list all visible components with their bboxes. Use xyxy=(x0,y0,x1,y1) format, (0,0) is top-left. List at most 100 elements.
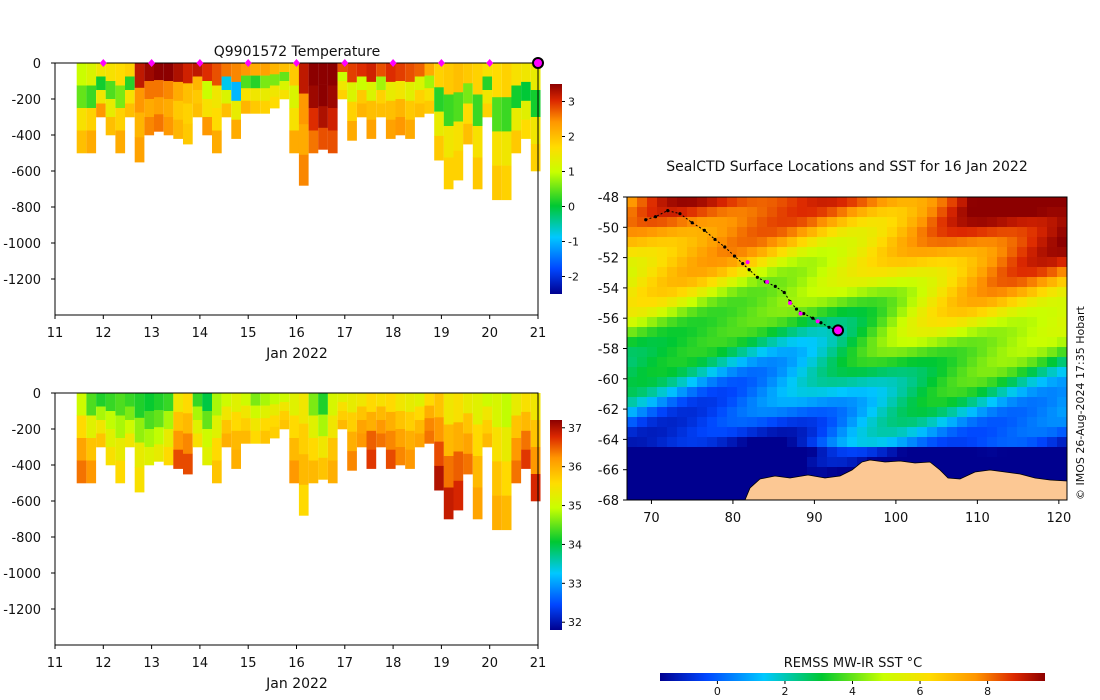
sst-cell xyxy=(767,217,777,227)
sst-cell xyxy=(1017,447,1027,457)
profile-segment xyxy=(434,393,444,418)
sst-cell xyxy=(657,347,667,357)
sst-cell xyxy=(987,357,997,367)
sst-cell xyxy=(677,227,687,237)
sst-cell xyxy=(827,357,837,367)
sst-cell xyxy=(947,457,957,467)
sst-cell xyxy=(717,407,727,417)
profile-segment xyxy=(289,85,299,109)
sst-cell xyxy=(937,197,947,207)
sst-cell xyxy=(777,337,787,347)
sst-cell xyxy=(647,447,657,457)
sst-cell xyxy=(957,247,967,257)
sst-cell xyxy=(667,337,677,347)
sst-cell xyxy=(1007,297,1017,307)
sst-cell xyxy=(697,197,707,207)
sst-cell xyxy=(1027,277,1037,287)
sst-cell xyxy=(647,287,657,297)
sst-cell xyxy=(1017,387,1027,397)
profile-segment xyxy=(115,438,126,461)
sst-cell xyxy=(1027,407,1037,417)
sst-cell xyxy=(987,197,997,207)
sst-cell xyxy=(827,317,837,327)
profile-segment xyxy=(472,126,483,158)
sst-cell xyxy=(877,267,887,277)
sst-cell xyxy=(967,307,977,317)
sst-cell xyxy=(707,257,717,267)
sst-cell xyxy=(917,337,927,347)
profile-segment xyxy=(115,460,126,484)
profile-segment xyxy=(501,63,512,98)
sst-cell xyxy=(757,227,767,237)
sst-cell xyxy=(907,207,917,217)
colorbar-tick-label: -1 xyxy=(568,236,579,249)
profile-segment xyxy=(308,438,319,461)
y-tick-label: 0 xyxy=(33,387,41,402)
sst-cell xyxy=(667,407,677,417)
sst-cell xyxy=(677,397,687,407)
sst-cell xyxy=(1057,367,1067,377)
profile-segment xyxy=(202,99,212,118)
sst-cell xyxy=(747,347,757,357)
sst-cell xyxy=(727,467,737,477)
sst-cell xyxy=(777,417,787,427)
profile-segment xyxy=(260,418,270,432)
profile-segment xyxy=(472,157,483,190)
sst-cell xyxy=(727,487,737,497)
profile-segment xyxy=(192,76,203,91)
profile-segment xyxy=(414,63,425,77)
temperature-title: Q9901572 Temperature xyxy=(214,44,381,60)
sst-cell xyxy=(897,267,907,277)
sst-cell xyxy=(837,447,847,457)
sst-cell xyxy=(787,467,797,477)
sst-cell xyxy=(1037,197,1047,207)
sst-cell xyxy=(1007,217,1017,227)
sst-cell xyxy=(677,207,687,217)
sst-cell xyxy=(797,427,807,437)
sst-cell xyxy=(817,277,827,287)
sst-cell xyxy=(747,407,757,417)
profile-segment xyxy=(318,393,328,415)
sst-cell xyxy=(917,317,927,327)
profile-segment xyxy=(453,121,464,152)
sst-cell xyxy=(1007,227,1017,237)
sst-cell xyxy=(967,467,977,477)
sst-cell xyxy=(747,337,757,347)
sst-cell xyxy=(1047,217,1057,227)
sst-cell xyxy=(687,427,697,437)
sst-cell xyxy=(697,247,707,257)
sst-cell xyxy=(677,237,687,247)
profile-segment xyxy=(308,415,319,439)
sst-cell xyxy=(1037,457,1047,467)
sst-cell xyxy=(867,417,877,427)
sst-cell xyxy=(867,407,877,417)
sst-cell xyxy=(747,307,757,317)
sst-cell xyxy=(697,387,707,397)
sst-cell xyxy=(667,257,677,267)
temperature-surface-markers xyxy=(55,57,544,69)
sst-cell xyxy=(967,227,977,237)
sst-cell xyxy=(857,307,867,317)
sst-cell xyxy=(727,437,737,447)
profile-segment xyxy=(86,393,97,416)
sst-cell xyxy=(637,467,647,477)
sst-cell xyxy=(1007,337,1017,347)
sst-cell xyxy=(627,427,637,437)
sst-cell xyxy=(987,387,997,397)
sst-cell xyxy=(677,307,687,317)
sst-cell xyxy=(647,497,657,500)
profile-segment xyxy=(472,94,483,127)
sst-cell xyxy=(847,407,857,417)
sst-cell xyxy=(837,417,847,427)
profile-segment xyxy=(105,81,116,100)
sst-cell xyxy=(907,347,917,357)
profile-segment xyxy=(154,97,164,115)
sst-cell xyxy=(847,327,857,337)
surface-location xyxy=(765,279,770,284)
sst-cell xyxy=(947,207,957,217)
profile-segment xyxy=(241,418,251,432)
sst-cell xyxy=(877,297,887,307)
colorbar-tick-label: 0 xyxy=(568,201,575,214)
profile-segment xyxy=(212,415,222,439)
